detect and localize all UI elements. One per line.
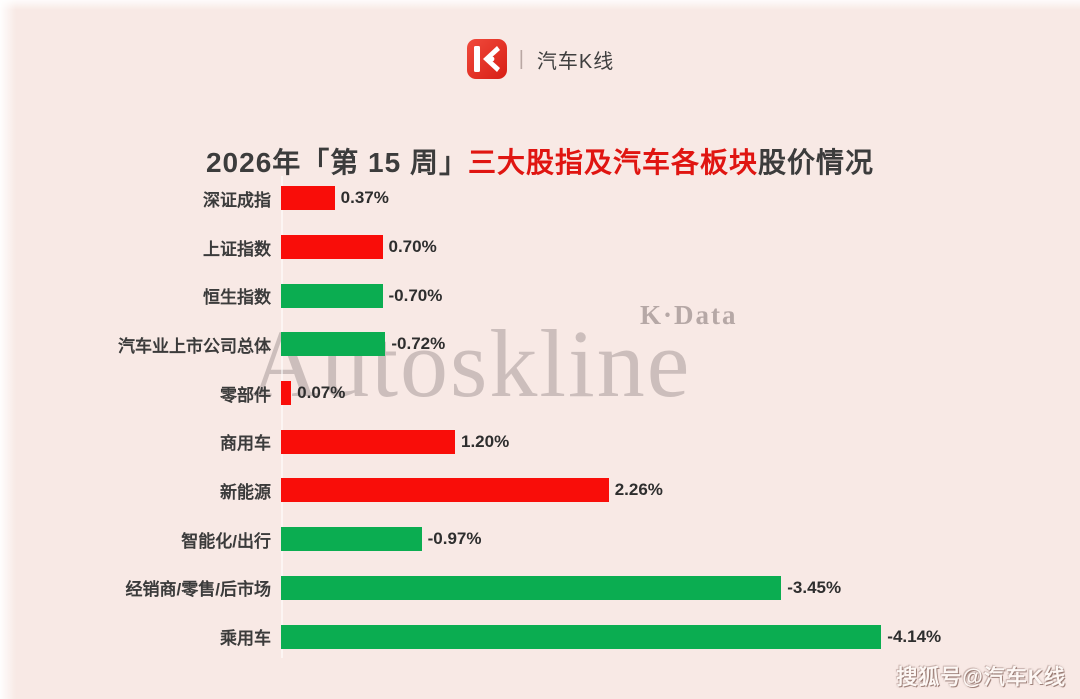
bar-positive [281, 186, 335, 211]
value-label: -0.70% [388, 285, 443, 305]
bar-chart: 深证成指 0.37% 上证指数 0.70% 恒生指数 -0.70% 汽车业上市公司总体 -0.… [0, 174, 1080, 661]
bar-track: 0.37% [281, 186, 389, 211]
title-highlight: 三大股指及汽车各板块 [467, 146, 758, 178]
bar-positive [281, 429, 455, 454]
bar-positive [281, 381, 292, 406]
axis-baseline [281, 176, 283, 658]
category-label: 智能化/出行 [181, 531, 271, 551]
value-label: -0.97% [427, 529, 482, 549]
bar-row: 商用车 1.20% [0, 417, 1080, 466]
brand-separator: | [518, 47, 524, 70]
title-prefix: 2026年「第 15 周」 [205, 146, 468, 178]
category-label: 恒生指数 [203, 288, 271, 308]
title-suffix: 股价情况 [758, 146, 875, 178]
bar-row: 智能化/出行 -0.97% [0, 515, 1080, 564]
bar-track: -4.14% [281, 624, 942, 649]
value-label: -4.14% [887, 626, 942, 646]
bar-row: 上证指数 0.70% [0, 223, 1080, 272]
value-label: 1.20% [461, 431, 510, 451]
value-label: 0.70% [388, 237, 437, 257]
top-edge-highlight [0, 0, 1080, 10]
bar-track: -0.72% [281, 332, 446, 357]
bar-negative [281, 624, 882, 649]
bar-track: -0.70% [281, 283, 443, 308]
bar-row: 深证成指 0.37% [0, 174, 1080, 223]
bar-negative [281, 575, 782, 600]
value-label: -0.72% [391, 334, 446, 354]
bar-track: 2.26% [281, 478, 663, 503]
value-label: 0.07% [297, 383, 346, 403]
page-title: 2026年「第 15 周」三大股指及汽车各板块股价情况 [0, 141, 1080, 181]
bar-track: -0.97% [281, 527, 482, 552]
bar-negative [281, 527, 422, 552]
bar-track: 0.70% [281, 235, 437, 260]
bar-negative [281, 332, 386, 357]
bar-track: 0.07% [281, 381, 346, 406]
bar-row: 零部件 0.07% [0, 369, 1080, 418]
bar-row: 汽车业上市公司总体 -0.72% [0, 320, 1080, 369]
category-label: 上证指数 [203, 239, 271, 259]
category-label: 商用车 [220, 434, 271, 454]
category-label: 深证成指 [203, 190, 271, 210]
bar-negative [281, 283, 383, 308]
k-logo-icon [466, 38, 508, 80]
souhu-watermark: 搜狐号@汽车K线 [896, 666, 1066, 689]
value-label: -3.45% [787, 577, 842, 597]
category-label: 乘用车 [220, 629, 271, 649]
bar-row: 恒生指数 -0.70% [0, 271, 1080, 320]
category-label: 零部件 [220, 385, 271, 405]
category-label: 经销商/零售/后市场 [125, 580, 271, 600]
bar-row: 乘用车 -4.14% [0, 612, 1080, 661]
bar-track: -3.45% [281, 575, 842, 600]
brand-header: | 汽车K线 [0, 38, 1080, 80]
bar-positive [281, 478, 609, 503]
value-label: 0.37% [340, 188, 389, 208]
bar-row: 新能源 2.26% [0, 466, 1080, 515]
category-label: 新能源 [220, 482, 271, 502]
bar-track: 1.20% [281, 429, 510, 454]
bar-positive [281, 235, 383, 260]
value-label: 2.26% [614, 480, 663, 500]
bar-row: 经销商/零售/后市场 -3.45% [0, 564, 1080, 613]
brand-name: 汽车K线 [536, 50, 615, 73]
category-label: 汽车业上市公司总体 [118, 336, 271, 356]
